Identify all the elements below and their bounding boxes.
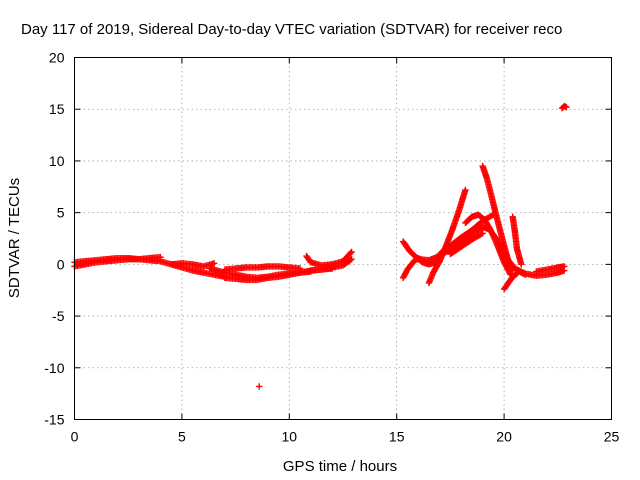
- series-outlier-1: [256, 383, 263, 390]
- chart-title: Day 117 of 2019, Sidereal Day-to-day VTE…: [21, 21, 562, 38]
- y-tick-label: 15: [49, 101, 65, 117]
- data-point-marker: [561, 263, 568, 270]
- grid: [74, 57, 612, 420]
- series-arc-20: [533, 263, 568, 275]
- data-point-marker: [348, 248, 355, 256]
- data-point-marker: [563, 103, 570, 111]
- data-point-marker: [347, 256, 354, 264]
- data-point-marker: [256, 383, 263, 390]
- x-tick-label: 5: [178, 429, 186, 445]
- data-point-marker: [347, 249, 354, 257]
- data-point-marker: [296, 265, 304, 272]
- data-point-marker: [479, 230, 486, 237]
- data-marks: [71, 102, 570, 390]
- data-point-marker: [210, 260, 218, 267]
- x-tick-label: 0: [71, 429, 79, 445]
- series-arc-15: [462, 211, 514, 278]
- data-point-marker: [509, 267, 516, 274]
- series-arc-6: [221, 263, 304, 273]
- plot-frame: [74, 57, 612, 420]
- series-arc-18: [509, 213, 525, 268]
- x-axis-label: GPS time / hours: [283, 458, 397, 475]
- axis-ticks: 0 5 10 15 20 25 20 15 10 5 0 -5 -10 -15: [44, 50, 619, 445]
- x-tick-label: 15: [389, 429, 405, 445]
- series-arc-13: [436, 211, 497, 258]
- data-point-marker: [462, 186, 469, 194]
- data-point-marker: [478, 230, 485, 238]
- series-arc-17: [500, 270, 521, 293]
- y-tick-label: 20: [49, 50, 65, 66]
- y-tick-label: -5: [52, 308, 65, 324]
- y-tick-label: 5: [57, 205, 65, 221]
- y-tick-label: -15: [44, 412, 64, 428]
- y-axis-label: SDTVAR / TECUs: [6, 178, 23, 298]
- y-tick-label: 10: [49, 153, 65, 169]
- data-point-marker: [512, 271, 520, 278]
- x-tick-label: 25: [604, 429, 620, 445]
- data-point-marker: [157, 253, 164, 261]
- data-point-marker: [518, 261, 525, 268]
- series-arc-8: [307, 255, 355, 274]
- series-outlier-2: [558, 102, 570, 112]
- series-arc-2: [71, 253, 164, 270]
- series-arc-14: [447, 230, 486, 258]
- y-tick-label: -10: [44, 360, 64, 376]
- data-point-marker: [348, 255, 355, 263]
- series-arc-16: [479, 162, 516, 274]
- x-tick-label: 20: [496, 429, 512, 445]
- y-tick-label: 0: [57, 256, 65, 272]
- x-tick-label: 10: [282, 429, 298, 445]
- series-arc-3: [167, 260, 218, 270]
